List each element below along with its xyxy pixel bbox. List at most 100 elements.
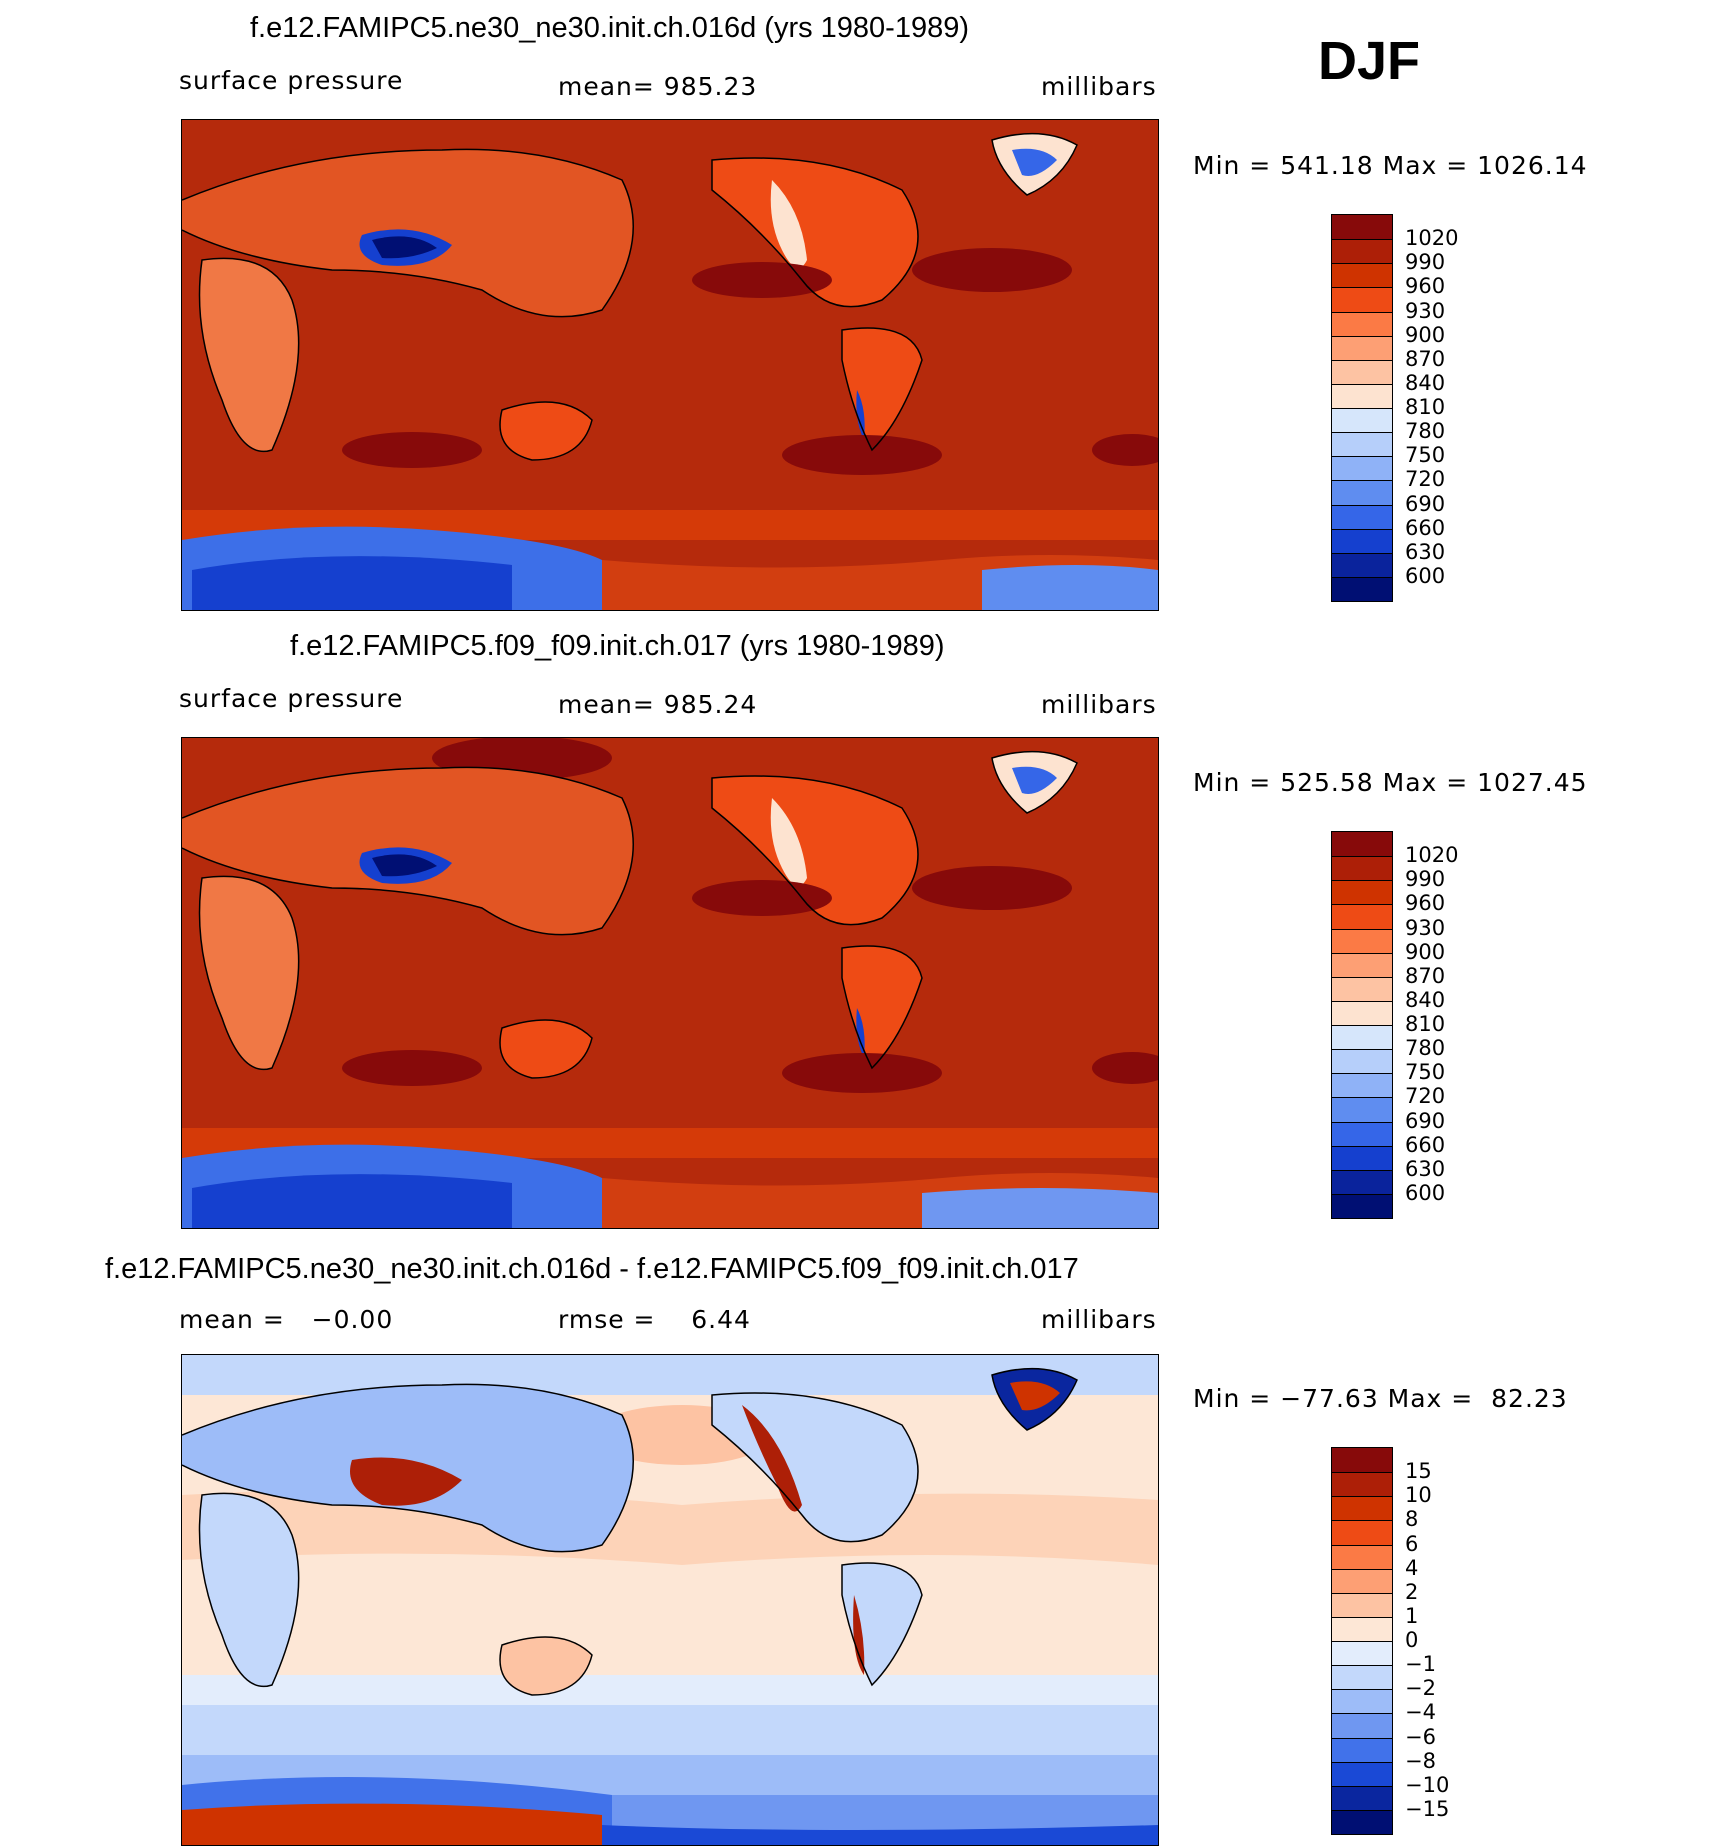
colorbar-tick-label: 600	[1405, 1180, 1446, 1205]
colorbar-swatch	[1332, 1193, 1392, 1218]
colorbar-tick-label: 870	[1405, 346, 1446, 371]
panel-1-map	[181, 119, 1159, 611]
colorbar-tick-label: −1	[1405, 1652, 1436, 1677]
colorbar-swatch	[1332, 856, 1392, 881]
colorbar-tick-label: 0	[1405, 1628, 1419, 1652]
panel-3-minmax: Min = −77.63 Max = 82.23	[1193, 1384, 1568, 1413]
panel-3-colorbar	[1331, 1447, 1393, 1835]
colorbar-tick-label: 780	[1405, 419, 1446, 444]
panel-2-minmax: Min = 525.58 Max = 1027.45	[1193, 768, 1588, 797]
colorbar-swatch	[1332, 1025, 1392, 1050]
colorbar-tick-label: 810	[1405, 395, 1446, 419]
colorbar-tick-label: 4	[1405, 1555, 1419, 1580]
colorbar-swatch	[1332, 1472, 1392, 1497]
colorbar-swatch	[1332, 1073, 1392, 1098]
colorbar-tick-label: 750	[1405, 1060, 1446, 1085]
colorbar-swatch	[1332, 335, 1392, 360]
panel-3-units-label: millibars	[1041, 1305, 1157, 1334]
colorbar-tick-label: −15	[1405, 1796, 1450, 1821]
season-label: DJF	[1318, 31, 1421, 91]
panel-1-units-label: millibars	[1041, 72, 1157, 101]
colorbar-tick-label: 1	[1405, 1603, 1419, 1628]
colorbar-tick-label: 870	[1405, 963, 1446, 988]
colorbar-tick-label: −8	[1405, 1748, 1436, 1773]
colorbar-swatch	[1332, 456, 1392, 481]
colorbar-swatch	[1332, 1641, 1392, 1666]
colorbar-swatch	[1332, 576, 1392, 601]
colorbar-tick-label: 600	[1405, 563, 1446, 588]
colorbar-swatch	[1332, 1689, 1392, 1714]
colorbar-swatch	[1332, 215, 1392, 240]
colorbar-tick-label: 660	[1405, 1132, 1446, 1157]
colorbar-tick-label: 10	[1405, 1483, 1432, 1508]
panel-1-minmax: Min = 541.18 Max = 1026.14	[1193, 151, 1588, 180]
colorbar-swatch	[1332, 1145, 1392, 1170]
panel-2-title: f.e12.FAMIPC5.f09_f09.init.ch.017 (yrs 1…	[290, 630, 945, 662]
colorbar-tick-label: −2	[1405, 1676, 1436, 1701]
colorbar-swatch	[1332, 1665, 1392, 1690]
colorbar-swatch	[1332, 1616, 1392, 1641]
colorbar-swatch	[1332, 552, 1392, 577]
panel-1-variable-label: surface pressure	[179, 66, 404, 95]
colorbar-swatch	[1332, 480, 1392, 505]
colorbar-tick-label: 810	[1405, 1012, 1446, 1036]
panel-3-mean-label: mean = −0.00	[179, 1305, 394, 1334]
colorbar-tick-label: 990	[1405, 867, 1446, 892]
panel-3-title: f.e12.FAMIPC5.ne30_ne30.init.ch.016d - f…	[105, 1253, 1079, 1285]
colorbar-swatch	[1332, 1520, 1392, 1545]
colorbar-tick-label: 900	[1405, 939, 1446, 964]
panel-3-rmse-label: rmse = 6.44	[558, 1305, 751, 1334]
colorbar-swatch	[1332, 1544, 1392, 1569]
colorbar-swatch	[1332, 263, 1392, 288]
colorbar-swatch	[1332, 928, 1392, 953]
colorbar-tick-label: 660	[1405, 515, 1446, 540]
colorbar-swatch	[1332, 904, 1392, 929]
colorbar-tick-label: 2	[1405, 1579, 1419, 1604]
colorbar-tick-label: −6	[1405, 1724, 1436, 1749]
colorbar-swatch	[1332, 1049, 1392, 1074]
colorbar-tick-label: 720	[1405, 1084, 1446, 1109]
colorbar-swatch	[1332, 504, 1392, 529]
colorbar-swatch	[1332, 976, 1392, 1001]
colorbar-swatch	[1332, 1568, 1392, 1593]
colorbar-swatch	[1332, 952, 1392, 977]
colorbar-tick-label: 900	[1405, 322, 1446, 347]
panel-1-mean-label: mean= 985.23	[558, 72, 758, 101]
colorbar-swatch	[1332, 383, 1392, 408]
panel-2-colorbar-labels: 1020 990 960 930 900 870 840 810 780 750 720 690 660…	[1405, 831, 1525, 1217]
colorbar-tick-label: 6	[1405, 1531, 1419, 1556]
colorbar-swatch	[1332, 408, 1392, 433]
colorbar-tick-label: 1020	[1405, 226, 1459, 251]
colorbar-swatch	[1332, 239, 1392, 264]
colorbar-swatch	[1332, 311, 1392, 336]
colorbar-swatch	[1332, 1097, 1392, 1122]
colorbar-tick-label: 690	[1405, 1108, 1446, 1133]
panel-2-units-label: millibars	[1041, 690, 1157, 719]
panel-1-colorbar	[1331, 214, 1393, 602]
colorbar-tick-label: 960	[1405, 274, 1446, 299]
panel-3-difference-map	[181, 1354, 1159, 1846]
colorbar-tick-label: 960	[1405, 891, 1446, 916]
colorbar-swatch	[1332, 1496, 1392, 1521]
colorbar-swatch	[1332, 880, 1392, 905]
colorbar-tick-label: 690	[1405, 491, 1446, 516]
panel-1-title: f.e12.FAMIPC5.ne30_ne30.init.ch.016d (yr…	[250, 12, 970, 44]
colorbar-swatch	[1332, 1809, 1392, 1834]
colorbar-swatch	[1332, 832, 1392, 857]
colorbar-swatch	[1332, 1785, 1392, 1810]
colorbar-swatch	[1332, 1713, 1392, 1738]
colorbar-tick-label: 840	[1405, 987, 1446, 1012]
colorbar-tick-label: 630	[1405, 1156, 1446, 1181]
colorbar-tick-label: 720	[1405, 467, 1446, 492]
colorbar-swatch	[1332, 1169, 1392, 1194]
colorbar-swatch	[1332, 1737, 1392, 1762]
panel-3-colorbar-labels: 15 10 8 6 4 2 1 0 −1 −2 −4 −6 −8 −10 −15	[1405, 1447, 1525, 1833]
colorbar-swatch	[1332, 1000, 1392, 1025]
colorbar-tick-label: 930	[1405, 298, 1446, 323]
colorbar-tick-label: −10	[1405, 1772, 1450, 1797]
colorbar-tick-label: −4	[1405, 1700, 1436, 1725]
colorbar-swatch	[1332, 359, 1392, 384]
colorbar-swatch	[1332, 432, 1392, 457]
colorbar-swatch	[1332, 1448, 1392, 1473]
panel-2-variable-label: surface pressure	[179, 684, 404, 713]
